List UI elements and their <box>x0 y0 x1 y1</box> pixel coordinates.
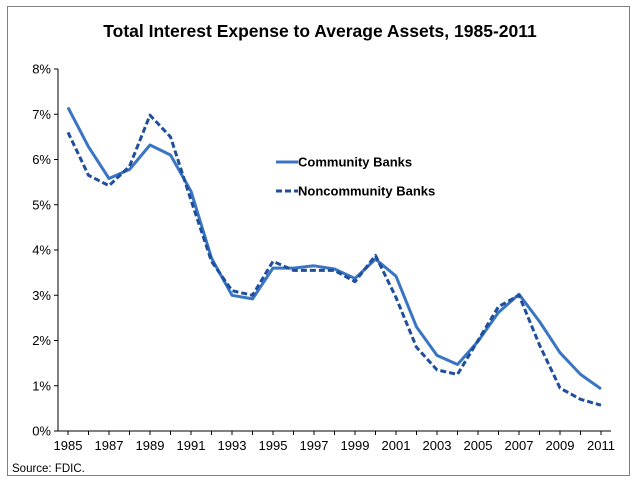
series-layer <box>66 106 602 407</box>
y-tick-label: 2% <box>32 333 51 348</box>
x-tick-label: 1991 <box>177 438 206 453</box>
y-tick-label: 0% <box>32 424 51 439</box>
y-tick-label: 3% <box>32 288 51 303</box>
x-axis-ticks: 1985 1987 1989 1991 1993 1995 1997 1999 2001 2003… <box>54 431 615 453</box>
y-tick-label: 4% <box>32 243 51 258</box>
series-line-community-banks <box>66 106 602 391</box>
x-tick-label: 2007 <box>505 438 534 453</box>
x-tick-label: 2011 <box>587 438 615 453</box>
x-tick-label: 1995 <box>259 438 288 453</box>
legend-label: Community Banks <box>298 155 412 170</box>
x-tick-label: 1997 <box>300 438 329 453</box>
x-tick-label: 2005 <box>464 438 493 453</box>
chart-title: Total Interest Expense to Average Assets… <box>103 21 537 41</box>
x-tick-label: 1993 <box>218 438 247 453</box>
x-tick-label: 2001 <box>382 438 411 453</box>
y-tick-label: 8% <box>32 62 51 77</box>
series-line-noncommunity-banks <box>66 113 602 407</box>
line-chart: Total Interest Expense to Average Assets… <box>12 21 615 475</box>
y-tick-label: 5% <box>32 197 51 212</box>
legend: Community Banks Noncommunity Banks <box>276 155 435 199</box>
chart-frame: Total Interest Expense to Average Assets… <box>7 6 630 476</box>
x-tick-label: 1999 <box>341 438 370 453</box>
y-tick-label: 7% <box>32 107 51 122</box>
x-tick-label: 2009 <box>546 438 575 453</box>
y-axis-ticks: 0% 1% 2% 3% 4% 5% 6% 7% 8% <box>32 62 58 439</box>
y-tick-label: 1% <box>32 378 51 393</box>
axes <box>57 69 611 432</box>
source-note: Source: FDIC. <box>12 463 85 475</box>
y-tick-label: 6% <box>32 152 51 167</box>
x-tick-label: 2003 <box>423 438 452 453</box>
x-tick-label: 1985 <box>54 438 83 453</box>
x-tick-label: 1987 <box>95 438 124 453</box>
x-tick-label: 1989 <box>136 438 165 453</box>
legend-label: Noncommunity Banks <box>298 184 435 199</box>
